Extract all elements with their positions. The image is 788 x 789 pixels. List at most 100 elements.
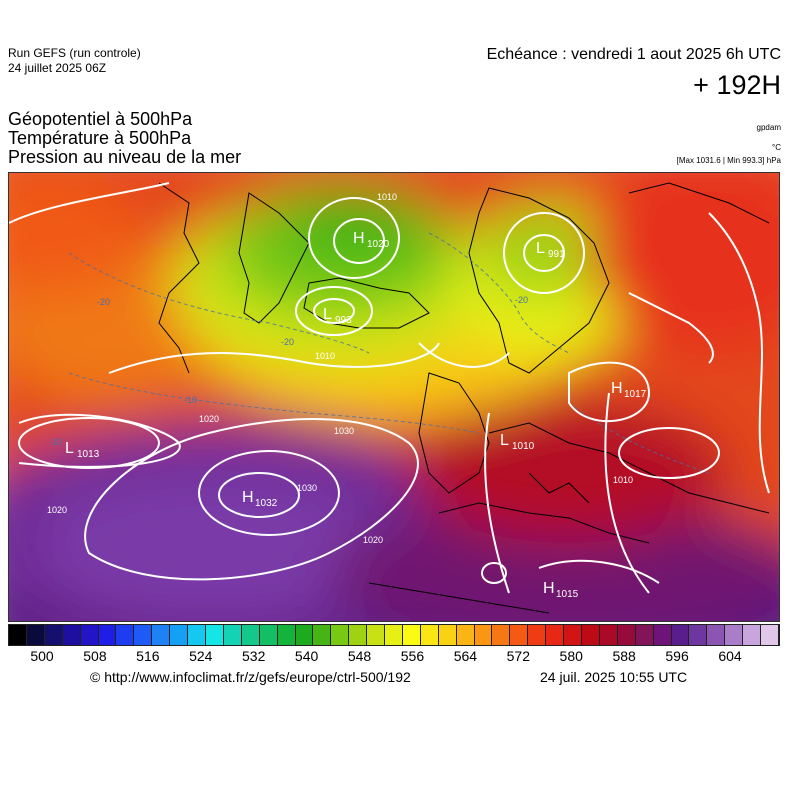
colorbar-swatch — [223, 625, 242, 645]
colorbar-swatch — [313, 625, 332, 645]
colorbar-tick-label: 580 — [559, 648, 583, 664]
colorbar-swatch — [295, 625, 314, 645]
pressure-centers: H 1020 L 993 L 991 L 1013 H 1032 L 1010 … — [65, 230, 647, 600]
forecast-map: -20 -20 -20 -10 -10 1010 1010 1020 1030 … — [8, 172, 780, 622]
colorbar-swatch — [546, 625, 565, 645]
map-canvas: -20 -20 -20 -10 -10 1010 1010 1020 1030 … — [9, 173, 779, 621]
isobar-label: 1030 — [297, 483, 317, 493]
pressure-center-low: L 1013 — [65, 440, 100, 460]
temperature-label: -10 — [49, 437, 62, 447]
colorbar-swatch — [617, 625, 636, 645]
colorbar-swatch — [170, 625, 189, 645]
colorbar-swatch — [725, 625, 744, 645]
svg-text:993: 993 — [335, 315, 352, 326]
colorbar-tick-label: 564 — [453, 648, 478, 664]
colorbar-swatch — [671, 625, 690, 645]
field-title-pressure: Pression au niveau de la mer — [8, 147, 242, 167]
colorbar-swatch — [62, 625, 81, 645]
colorbar-swatch — [653, 625, 672, 645]
colorbar-swatch — [707, 625, 726, 645]
colorbar-swatch — [331, 625, 350, 645]
pressure-center-high: H 1015 — [543, 580, 579, 600]
colorbar-swatch — [599, 625, 618, 645]
svg-text:H: H — [611, 380, 623, 397]
colorbar-swatch — [26, 625, 45, 645]
colorbar-swatch — [402, 625, 421, 645]
pressure-range: [Max 1031.6 | Min 993.3] hPa — [676, 156, 781, 165]
temperature-label: -20 — [281, 337, 294, 347]
colorbar-tick-label: 540 — [294, 648, 319, 664]
svg-text:1017: 1017 — [624, 389, 647, 400]
colorbar-swatch — [456, 625, 475, 645]
colorbar-swatch — [761, 625, 779, 645]
field-title-geopotential: Géopotentiel à 500hPa — [8, 109, 193, 129]
colorbar-swatch — [205, 625, 224, 645]
isobar-label: 1020 — [363, 535, 383, 545]
field-title-temperature: Température à 500hPa — [8, 128, 192, 148]
svg-text:1015: 1015 — [556, 589, 579, 600]
colorbar-tick-label: 596 — [665, 648, 689, 664]
colorbar-swatch — [492, 625, 511, 645]
colorbar-tick-label: 532 — [242, 648, 266, 664]
colorbar-swatch — [582, 625, 600, 645]
colorbar-swatch — [116, 625, 135, 645]
isobar-label: 1010 — [315, 351, 335, 361]
svg-text:H: H — [353, 230, 365, 247]
svg-text:L: L — [500, 432, 509, 449]
isobar-label: 1020 — [47, 505, 67, 515]
unit-temperature: °C — [772, 143, 781, 152]
colorbar-tick-label: 524 — [189, 648, 213, 664]
svg-text:1013: 1013 — [77, 449, 100, 460]
svg-text:1010: 1010 — [512, 441, 535, 452]
temperature-label: -20 — [97, 297, 110, 307]
temperature-labels: -20 -20 -20 -10 -10 — [49, 295, 528, 447]
svg-text:1032: 1032 — [255, 498, 278, 509]
svg-text:L: L — [65, 440, 74, 457]
source-credit: © http://www.infoclimat.fr/z/gefs/europe… — [90, 669, 411, 685]
colorbar-swatch — [188, 625, 206, 645]
colorbar-swatch — [510, 625, 529, 645]
colorbar-swatch — [259, 625, 278, 645]
colorbar-swatch — [689, 625, 708, 645]
coastlines — [158, 182, 770, 614]
colorbar-tick-label: 556 — [400, 648, 425, 664]
colorbar-swatch — [44, 625, 63, 645]
svg-text:1020: 1020 — [367, 239, 390, 250]
colorbar-tick-label: 572 — [506, 648, 530, 664]
colorbar-swatch — [367, 625, 386, 645]
svg-text:L: L — [323, 306, 332, 323]
temperature-label: -10 — [184, 395, 197, 405]
colorbar-tick-label: 508 — [83, 648, 107, 664]
colorbar-tick-label: 500 — [30, 648, 54, 664]
isobar-labels: 1010 1010 1020 1030 1030 1020 1020 1010 — [47, 192, 633, 545]
isobars — [9, 182, 770, 594]
colorbar-swatch — [277, 625, 296, 645]
issued-time: 24 juil. 2025 10:55 UTC — [540, 669, 688, 685]
svg-text:991: 991 — [548, 249, 565, 260]
colorbar-tick-label: 604 — [718, 648, 742, 664]
colorbar-swatch — [241, 625, 260, 645]
colorbar-ticks: 500 508 516 524 532 540 548 556 564 572 580 588 596 6… — [8, 648, 780, 666]
geopotential-field — [9, 173, 779, 621]
colorbar-swatch — [635, 625, 654, 645]
unit-geopotential: gpdam — [756, 123, 781, 132]
colorbar-swatch — [134, 625, 153, 645]
isobar-label: 1010 — [613, 475, 633, 485]
isobar-label: 1010 — [377, 192, 397, 202]
colorbar-swatch — [385, 625, 403, 645]
isobar-label: 1020 — [199, 414, 219, 424]
svg-text:H: H — [543, 580, 555, 597]
pressure-center-low: L 993 — [323, 306, 352, 326]
colorbar-swatch — [420, 625, 439, 645]
svg-text:L: L — [536, 240, 545, 257]
colorbar-swatch — [564, 625, 582, 645]
pressure-center-low: L 1010 — [500, 432, 535, 452]
pressure-center-high: H 1020 — [353, 230, 390, 250]
colorbar-tick-label: 516 — [136, 648, 160, 664]
svg-text:H: H — [242, 489, 254, 506]
pressure-center-high: H 1017 — [611, 380, 647, 400]
colorbar-swatch — [9, 625, 27, 645]
colorbar-swatch — [743, 625, 762, 645]
colorbar-swatch — [152, 625, 171, 645]
temperature-label: -20 — [515, 295, 528, 305]
